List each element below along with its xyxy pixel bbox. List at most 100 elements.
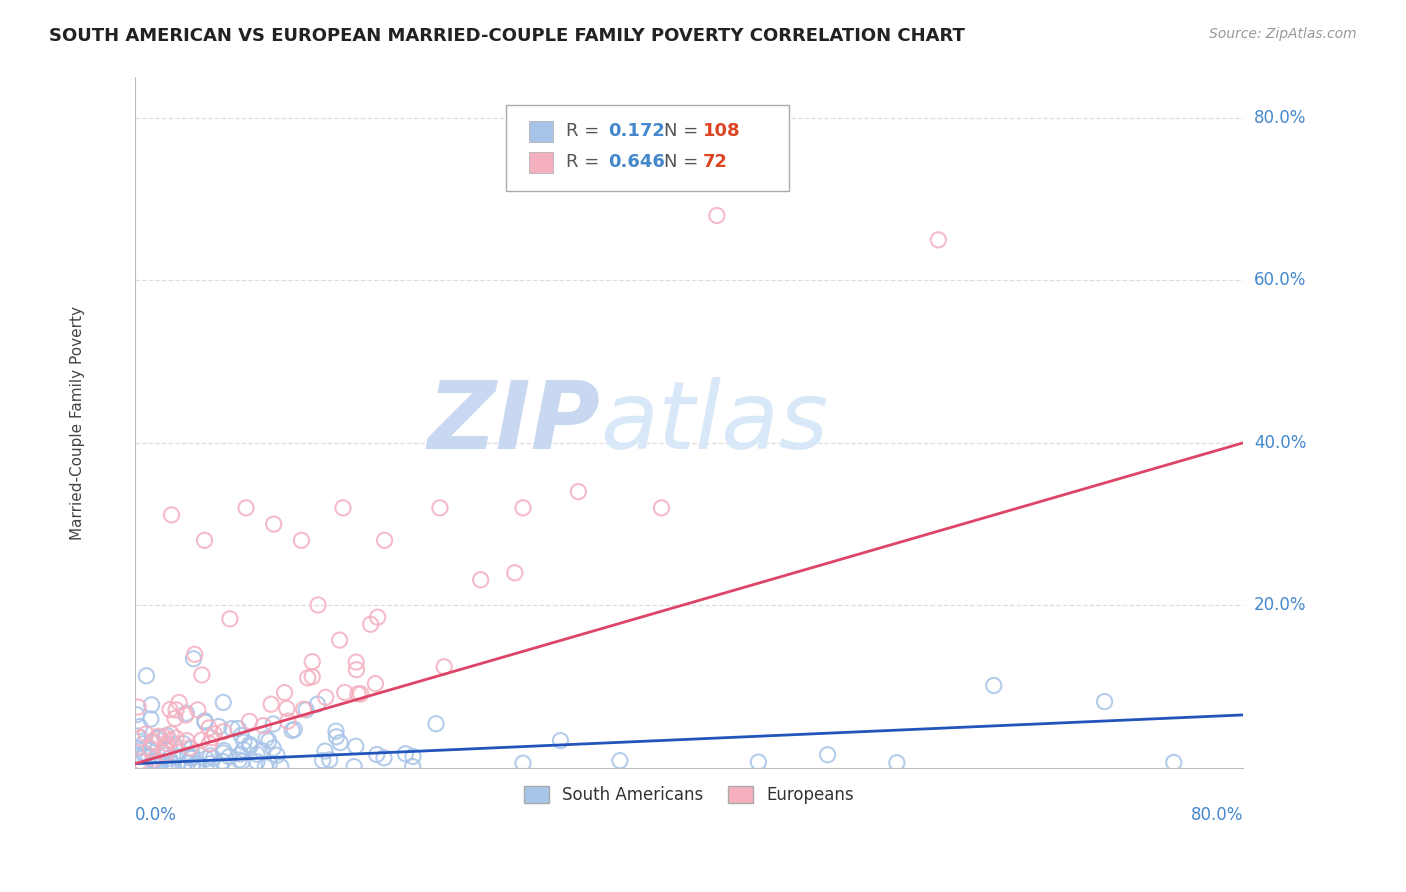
Point <box>194 715 217 730</box>
Point <box>263 517 285 532</box>
Point <box>314 744 336 758</box>
Point <box>143 755 166 769</box>
Text: R =: R = <box>567 153 605 171</box>
Point <box>193 533 215 548</box>
Point <box>229 747 252 761</box>
Point <box>567 484 589 499</box>
Point <box>186 757 208 772</box>
Point <box>180 751 202 765</box>
Point <box>927 233 949 247</box>
Point <box>266 748 288 763</box>
Point <box>148 756 170 771</box>
Point <box>212 743 235 757</box>
Point <box>127 729 149 743</box>
Point <box>319 753 342 767</box>
Point <box>238 714 260 729</box>
Point <box>129 755 152 769</box>
Point <box>163 738 186 752</box>
Point <box>145 731 167 746</box>
Text: 0.646: 0.646 <box>609 153 665 171</box>
Point <box>315 690 337 705</box>
Point <box>142 755 165 769</box>
Point <box>270 760 292 774</box>
Point <box>153 730 176 744</box>
Point <box>425 716 447 731</box>
Point <box>134 749 156 764</box>
Point <box>202 727 225 741</box>
Point <box>402 749 425 764</box>
Point <box>155 748 177 763</box>
Point <box>141 735 163 749</box>
Text: Source: ZipAtlas.com: Source: ZipAtlas.com <box>1209 27 1357 41</box>
Point <box>329 736 352 750</box>
Text: 108: 108 <box>703 122 740 140</box>
Point <box>127 700 149 714</box>
Point <box>333 685 356 699</box>
Point <box>364 676 387 690</box>
Point <box>257 734 280 748</box>
Point <box>198 721 221 735</box>
Point <box>470 573 492 587</box>
Point <box>127 741 149 756</box>
Text: 72: 72 <box>703 153 727 171</box>
Point <box>165 703 187 717</box>
Point <box>174 708 197 723</box>
Point <box>218 612 240 626</box>
Point <box>176 733 198 747</box>
Point <box>373 533 395 548</box>
Point <box>232 742 254 756</box>
Point <box>246 747 269 762</box>
Point <box>373 751 395 765</box>
Point <box>239 739 262 753</box>
Point <box>329 633 352 648</box>
Text: 80.0%: 80.0% <box>1254 109 1306 127</box>
Point <box>212 724 235 739</box>
Point <box>983 678 1005 692</box>
Point <box>160 756 183 770</box>
Text: ZIP: ZIP <box>427 376 600 468</box>
Point <box>231 755 253 769</box>
Point <box>145 757 167 772</box>
Point <box>233 735 256 749</box>
Text: 40.0%: 40.0% <box>1254 434 1306 452</box>
Point <box>276 701 298 715</box>
Point <box>262 741 284 756</box>
Point <box>209 758 232 772</box>
Point <box>297 671 319 685</box>
Point <box>145 754 167 768</box>
Point <box>200 756 222 771</box>
Point <box>177 756 200 771</box>
Point <box>181 760 204 774</box>
Point <box>181 750 204 764</box>
Point <box>153 741 176 756</box>
Point <box>254 731 277 746</box>
Point <box>160 727 183 741</box>
Point <box>231 729 253 743</box>
Point <box>191 733 214 747</box>
Point <box>155 747 177 761</box>
Point <box>157 751 180 765</box>
Point <box>1094 695 1116 709</box>
Point <box>125 707 148 722</box>
Point <box>609 754 631 768</box>
Point <box>281 723 304 738</box>
Point <box>156 760 179 774</box>
Point <box>332 500 354 515</box>
Point <box>187 703 209 717</box>
Text: Married-Couple Family Poverty: Married-Couple Family Poverty <box>70 306 86 540</box>
Point <box>128 748 150 763</box>
Point <box>198 737 221 751</box>
Point <box>512 756 534 771</box>
Point <box>159 733 181 747</box>
Point <box>139 741 162 756</box>
Point <box>153 759 176 773</box>
Point <box>283 723 305 737</box>
Point <box>344 739 367 754</box>
Point <box>162 757 184 772</box>
Text: 20.0%: 20.0% <box>1254 596 1306 615</box>
Point <box>433 660 456 674</box>
Text: 0.172: 0.172 <box>609 122 665 140</box>
Point <box>142 734 165 748</box>
Point <box>360 617 382 632</box>
Point <box>135 669 157 683</box>
